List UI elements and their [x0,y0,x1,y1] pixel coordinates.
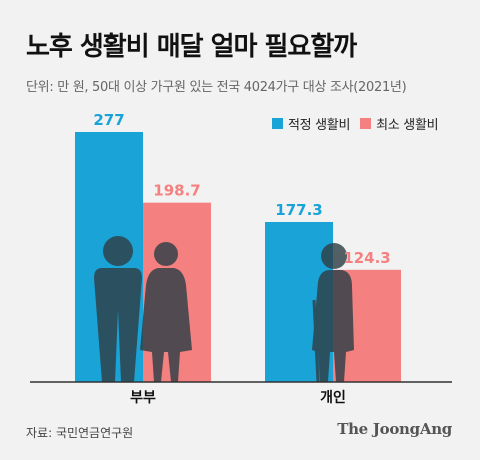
legend-label-adequate: 적정 생활비 [288,118,351,133]
elderly-person-with-cane-silhouette-icon [312,243,354,383]
category-label-single: 개인 [320,389,346,406]
data-label-minimum-couple: 198.7 [153,182,200,200]
legend: 적정 생활비 최소 생활비 [272,114,439,133]
legend-label-minimum: 최소 생활비 [376,118,439,133]
data-label-minimum-single: 124.3 [343,249,390,267]
legend-swatch-minimum [360,118,372,129]
elderly-couple-silhouette-icon [94,236,192,382]
chart-title: 노후 생활비 매달 얼마 필요할까 [26,32,357,62]
category-label-couple: 부부 [130,390,156,406]
legend-swatch-adequate [272,118,283,129]
data-label-adequate-couple: 277 [93,111,124,129]
chart-subtitle: 단위: 만 원, 50대 이상 가구원 있는 전국 4024가구 대상 조사(2… [26,80,407,95]
data-label-adequate-single: 177.3 [275,201,322,219]
legend-item-minimum: 최소 생활비 [360,114,439,133]
source-note: 자료: 국민연금연구원 [26,426,134,440]
publisher-logo: The JoongAng [337,420,452,438]
legend-item-adequate: 적정 생활비 [272,114,350,133]
